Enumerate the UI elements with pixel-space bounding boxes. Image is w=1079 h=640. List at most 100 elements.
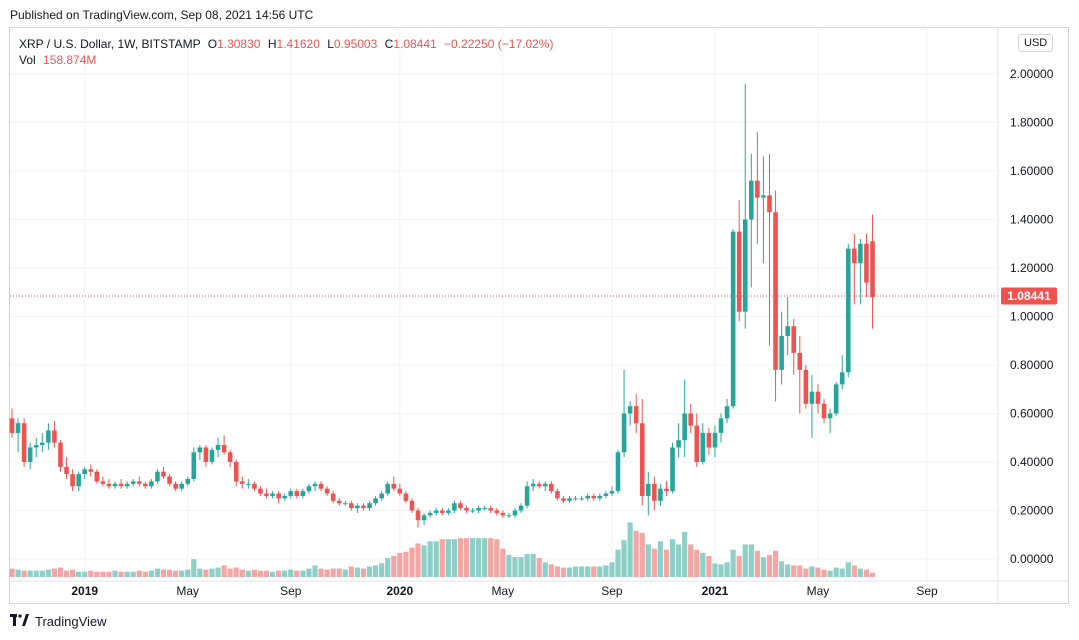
candle-body <box>767 195 772 213</box>
volume-bar <box>191 559 197 577</box>
footer-brand-text: TradingView <box>35 614 107 629</box>
volume-bar <box>797 565 803 577</box>
candle-body <box>446 510 451 513</box>
price-tick-label: 0.60000 <box>1010 407 1054 421</box>
candle-body <box>173 483 178 489</box>
volume-bar <box>173 570 179 577</box>
candle-body <box>561 498 566 501</box>
volume-bar <box>809 566 815 577</box>
candle-body <box>276 493 281 499</box>
candle-body <box>433 510 439 513</box>
volume-bar <box>360 568 367 577</box>
volume-bar <box>348 566 354 577</box>
price-tick-label: 0.20000 <box>1010 504 1054 518</box>
candle-body <box>391 483 397 489</box>
candle-body <box>470 510 475 512</box>
volume-bar <box>615 549 621 577</box>
volume-bar <box>409 547 415 577</box>
volume-bar <box>579 566 585 577</box>
volume-bar <box>488 538 494 577</box>
volume-bar <box>263 570 270 577</box>
volume-bar <box>415 543 421 577</box>
candle-body <box>718 418 724 433</box>
candle-body <box>239 481 245 484</box>
volume-bar <box>621 540 627 577</box>
candle-body <box>633 406 639 424</box>
candle-body <box>246 483 251 485</box>
candle-body <box>209 449 215 462</box>
volume-bar <box>627 522 633 577</box>
candle-body <box>288 491 294 496</box>
volume-bar <box>76 571 82 577</box>
candle-body <box>694 425 700 462</box>
volume-bar <box>445 539 451 577</box>
volume-bar <box>839 568 845 577</box>
volume-bar <box>851 565 857 577</box>
candle-body <box>555 491 560 499</box>
volume-bar <box>857 568 863 577</box>
candle-body <box>458 503 463 509</box>
volume-bar <box>500 548 506 577</box>
volume-bar <box>548 564 554 577</box>
candle-body <box>524 486 530 506</box>
candle-body <box>549 483 554 492</box>
volume-bar <box>754 550 760 577</box>
candle-body <box>791 326 797 353</box>
volume-bar <box>203 569 209 577</box>
volume-bar <box>785 564 791 577</box>
volume-bar <box>148 570 154 577</box>
volume-bar <box>57 567 64 577</box>
volume-bar <box>760 557 767 577</box>
volume-bar <box>560 567 567 577</box>
last-price-marker: 1.08441 <box>1001 287 1057 305</box>
chart-frame <box>9 27 1069 604</box>
candle-body <box>742 219 748 312</box>
time-tick-label: May <box>807 584 830 598</box>
candle-body <box>76 474 81 487</box>
volume-bar <box>282 570 288 577</box>
price-tick-label: 1.40000 <box>1010 213 1054 227</box>
price-tick-label: 0.40000 <box>1010 455 1054 469</box>
price-tick-label: 1.80000 <box>1010 116 1054 130</box>
volume-bar <box>657 541 664 577</box>
tradingview-logo-icon <box>10 614 30 629</box>
footer-brand[interactable]: TradingView <box>10 614 107 629</box>
volume-bar <box>9 568 15 577</box>
volume-bar <box>269 571 276 577</box>
volume-bar <box>227 568 233 577</box>
candle-body <box>609 491 615 494</box>
volume-bar <box>566 567 573 577</box>
candle-body <box>361 505 366 509</box>
volume-bar <box>209 568 215 577</box>
candle-body <box>803 369 809 404</box>
candle-body <box>821 403 827 419</box>
volume-bar <box>118 571 124 577</box>
volume-bar <box>542 562 548 577</box>
price-tick-label: 2.00000 <box>1010 67 1054 81</box>
volume-bar <box>591 566 597 577</box>
volume-bar <box>233 567 239 577</box>
volume-bar <box>391 556 397 577</box>
candle-body <box>179 483 184 489</box>
volume-bar <box>154 568 161 577</box>
volume-bar <box>791 565 797 577</box>
legend-ohlc-row: XRP / U.S. Dollar, 1W, BITSTAMP O1.30830… <box>19 36 553 52</box>
candle-body <box>355 505 360 509</box>
candle-body <box>476 508 481 511</box>
candle-body <box>161 471 166 477</box>
candle-body <box>197 447 203 453</box>
candle-body <box>46 430 51 443</box>
candle-body <box>300 491 306 496</box>
volume-bar <box>530 553 536 577</box>
volume-bar <box>39 570 45 577</box>
candle-body <box>597 495 603 499</box>
candle-body <box>306 486 312 492</box>
candle-body <box>852 248 857 264</box>
currency-button[interactable]: USD <box>1018 34 1054 52</box>
volume-bar <box>100 571 106 577</box>
candle-body <box>258 488 263 494</box>
price-tick-label: 1.00000 <box>1010 310 1054 324</box>
volume-bar <box>312 565 318 577</box>
volume-bar <box>700 552 706 577</box>
